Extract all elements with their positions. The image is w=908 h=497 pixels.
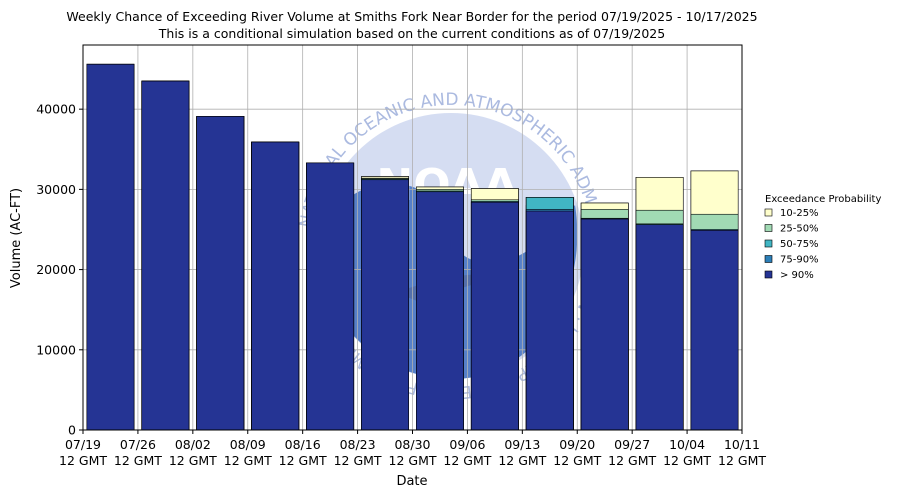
x-tick-label-time: 12 GMT [169, 453, 217, 468]
legend-label: 25-50% [780, 224, 819, 235]
x-tick-label-date: 08/16 [285, 437, 321, 452]
legend-swatch [764, 239, 773, 248]
x-tick-label-time: 12 GMT [114, 453, 162, 468]
legend-swatch [764, 208, 773, 217]
y-tick-label: 20000 [36, 262, 76, 277]
legend-label: 75-90% [780, 255, 819, 266]
bar-90 [635, 224, 684, 431]
x-tick-label-date: 10/11 [724, 437, 760, 452]
legend-swatch [764, 224, 773, 232]
y-tick-label: 10000 [36, 342, 76, 357]
x-tick-label-date: 07/19 [65, 437, 101, 452]
bar-90 [470, 201, 519, 431]
legend-label: 10-25% [780, 208, 819, 219]
x-tick-label-date: 08/09 [230, 437, 266, 452]
x-tick-label-time: 12 GMT [279, 453, 327, 468]
legend-swatch [764, 270, 773, 279]
y-tick-label: 40000 [36, 102, 76, 117]
y-axis-label: Volume (AC-FT) [9, 188, 24, 288]
x-tick-label-time: 12 GMT [553, 453, 601, 468]
legend-label: 50-75% [780, 239, 819, 250]
x-tick-label-date: 09/20 [559, 437, 595, 452]
legend-swatch [764, 255, 773, 263]
bar-90 [361, 179, 409, 431]
bar-90 [580, 218, 629, 431]
bar-90 [86, 63, 135, 431]
bar-90 [525, 210, 574, 431]
x-tick-label-time: 12 GMT [663, 453, 711, 468]
chart-subtitle: This is a conditional simulation based o… [158, 26, 665, 41]
legend-title: Exceedance Probability [765, 194, 881, 205]
x-tick-label-time: 12 GMT [59, 453, 107, 468]
x-tick-label-date: 09/06 [449, 437, 485, 452]
x-tick-label-date: 09/27 [614, 437, 650, 452]
bar-90 [251, 141, 300, 431]
x-tick-label-time: 12 GMT [334, 453, 382, 468]
bar-90 [306, 162, 355, 431]
x-tick-label-date: 08/02 [175, 437, 211, 452]
x-tick-label-date: 09/13 [504, 437, 540, 452]
bar-90 [416, 191, 464, 431]
x-tick-label-time: 12 GMT [718, 453, 766, 468]
chart-title: Weekly Chance of Exceeding River Volume … [66, 9, 757, 24]
x-tick-label-time: 12 GMT [608, 453, 656, 468]
bar-90 [690, 229, 739, 431]
x-tick-label-time: 12 GMT [443, 453, 491, 468]
x-axis-label: Date [396, 474, 427, 489]
x-tick-label-date: 08/23 [340, 437, 376, 452]
bar-90 [141, 80, 190, 431]
y-tick-label: 30000 [36, 182, 76, 197]
x-tick-label-time: 12 GMT [224, 453, 272, 468]
x-tick-label-date: 08/30 [394, 437, 430, 452]
x-tick-label-time: 12 GMT [498, 453, 546, 468]
bar-90 [196, 116, 245, 431]
legend: Exceedance Probability 10-25% 25-50% 50-75… [764, 194, 881, 281]
x-tick-label-time: 12 GMT [389, 453, 437, 468]
x-tick-label-date: 10/04 [669, 437, 705, 452]
legend-label: > 90% [780, 270, 814, 281]
x-tick-label-date: 07/26 [120, 437, 156, 452]
y-tick-label: 0 [68, 423, 76, 438]
